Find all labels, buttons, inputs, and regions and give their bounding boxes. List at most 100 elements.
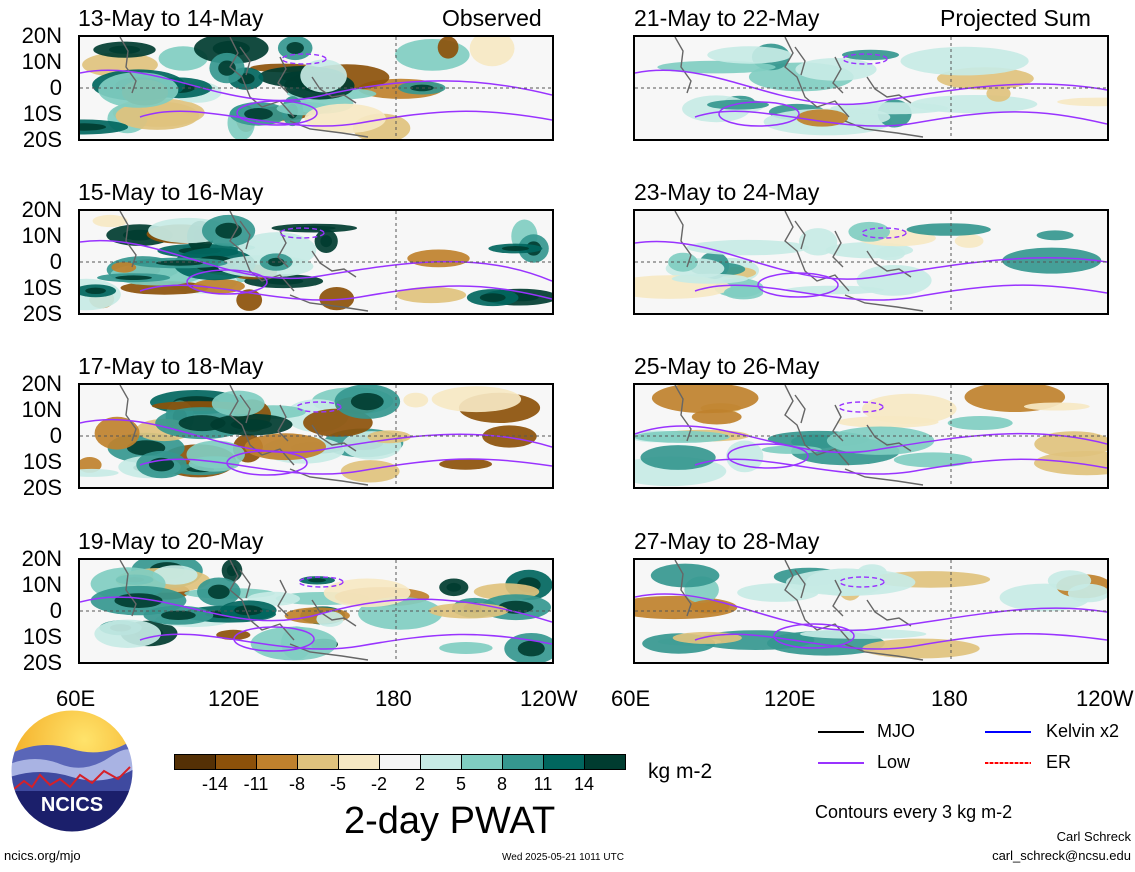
low-contour: [186, 269, 268, 295]
map-panel-obs-1: [78, 35, 554, 141]
negative-contour: [296, 401, 342, 413]
anomaly-blob: [1057, 97, 1107, 107]
lat-label: 10N: [21, 223, 62, 248]
low-contour: [694, 284, 1107, 301]
anomaly-core: [230, 419, 272, 430]
anomaly-core: [161, 610, 196, 620]
low-contour: [757, 272, 839, 298]
lat-label: 20N: [21, 371, 62, 396]
low-contour: [80, 240, 552, 282]
logo-text: NCICS: [41, 794, 103, 816]
lat-label: 10S: [22, 275, 62, 300]
obs-panel-title-1: 13-May to 14-May: [78, 5, 264, 31]
anomaly-blob: [862, 638, 980, 659]
anomaly-blob: [482, 425, 537, 448]
colorbar-swatch: [379, 754, 421, 770]
anomaly-blob: [115, 101, 199, 130]
colorbar-tick-label: 11: [533, 774, 553, 794]
anomaly-blob: [806, 568, 886, 596]
lat-label: 10S: [22, 449, 62, 474]
anomaly-blob: [690, 599, 730, 614]
coastline: [119, 37, 369, 138]
lon-label: 180: [931, 686, 968, 711]
proj-panel-title-1: 21-May to 22-May: [634, 5, 820, 31]
colorbar-tick-label: 8: [496, 774, 507, 794]
anomaly-core: [350, 393, 384, 411]
anomaly-blob: [837, 416, 939, 428]
lat-label: 10N: [21, 49, 62, 74]
anomaly-blob: [800, 629, 927, 639]
lat-label: 20N: [21, 23, 62, 48]
lat-label: 20N: [21, 197, 62, 222]
anomaly-core: [115, 275, 152, 280]
low-contour: [773, 623, 855, 649]
anomaly-blob: [367, 430, 412, 444]
colorbar-tick-label: -11: [243, 774, 269, 794]
anomaly-core: [308, 578, 326, 583]
colorbar-swatch: [215, 754, 257, 770]
anomaly-blob: [671, 273, 749, 284]
anomaly-blob: [798, 228, 838, 256]
contours-note: Contours every 3 kg m-2: [815, 802, 1013, 822]
low-contour: [139, 633, 552, 650]
colorbar-tick-label: -8: [288, 774, 305, 794]
negative-contour: [842, 53, 888, 65]
lon-label: 120W: [1076, 686, 1134, 711]
map-field: [635, 211, 1107, 313]
coastline: [119, 385, 369, 486]
anomaly-blob: [650, 563, 720, 588]
colorbar-tick-label: -2: [370, 774, 387, 794]
lat-label: 10N: [21, 572, 62, 597]
low-contour: [139, 284, 552, 301]
colorbar-swatch: [502, 754, 544, 770]
colorbar-units: kg m-2: [648, 760, 713, 783]
anomaly-blob: [395, 39, 470, 71]
negative-contour: [838, 401, 884, 413]
anomaly-core: [264, 277, 304, 285]
low-contour: [694, 458, 1107, 475]
low-contour: [727, 443, 809, 469]
legend-er-line: [985, 762, 1031, 764]
legend-kelvin-label: Kelvin x2: [1046, 721, 1120, 741]
legend-mjo-label: MJO: [877, 721, 915, 741]
colorbar-tick-label: 2: [414, 774, 425, 794]
anomaly-blob: [657, 60, 776, 74]
anomaly-blob: [900, 46, 1029, 76]
lat-label: 0: [49, 598, 62, 623]
lat-label: 0: [49, 249, 62, 274]
credits-email[interactable]: carl_schreck@ncsu.edu: [992, 848, 1131, 863]
obs-panel-title-3: 17-May to 18-May: [78, 353, 264, 379]
anomaly-core: [320, 235, 332, 248]
anomaly-core: [410, 84, 434, 92]
anomaly-blob: [407, 249, 470, 268]
low-contour: [80, 69, 552, 102]
map-panel-obs-3: [78, 383, 554, 489]
map-panel-proj-4: [633, 558, 1109, 664]
map-field: [80, 560, 552, 662]
credits-url[interactable]: ncics.org/mjo: [4, 848, 81, 863]
anomaly-blob: [893, 452, 973, 468]
low-contour: [694, 633, 1107, 650]
anomaly-core: [286, 42, 304, 54]
anomaly-core: [517, 640, 545, 657]
anomaly-blob: [947, 416, 1013, 430]
low-contour: [635, 425, 1107, 454]
anomaly-blob: [830, 102, 948, 115]
colorbar-swatch: [584, 754, 626, 770]
anomaly-blob: [323, 578, 411, 608]
credits-author: Carl Schreck: [1056, 829, 1131, 844]
anomaly-blob: [875, 246, 906, 261]
coastline: [119, 560, 369, 661]
colorbar-tick-label: 5: [455, 774, 466, 794]
anomaly-blob: [795, 58, 877, 81]
map-field: [80, 211, 552, 313]
anomaly-core: [85, 287, 106, 294]
anomaly-blob: [236, 289, 263, 311]
colorbar-swatch: [461, 754, 503, 770]
anomaly-core: [244, 108, 273, 120]
colorbar-swatch: [338, 754, 380, 770]
anomaly-blob: [842, 49, 899, 61]
proj-panel-title-3: 25-May to 26-May: [634, 353, 820, 379]
colorbar-swatch: [174, 754, 216, 770]
obs-panel-title-4: 19-May to 20-May: [78, 528, 264, 554]
